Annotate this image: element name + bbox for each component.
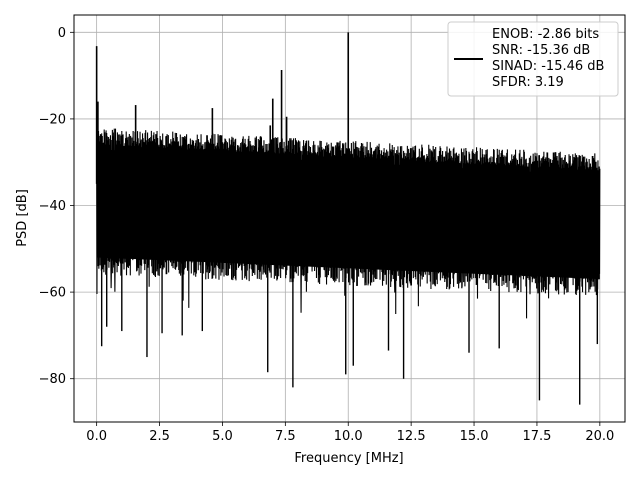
- x-axis-label: Frequency [MHz]: [294, 451, 403, 466]
- legend: ENOB: -2.86 bits SNR: -15.36 dB SINAD: -…: [447, 21, 619, 97]
- plot-area: [95, 32, 601, 405]
- legend-entry-snr: SNR: -15.36 dB: [492, 43, 590, 58]
- legend-entry-enob: ENOB: -2.86 bits: [492, 27, 599, 42]
- y-tick-label: −20: [39, 112, 66, 127]
- y-tick-label: −40: [39, 199, 66, 214]
- y-tick-label: −80: [39, 372, 66, 387]
- y-axis-ticks: 0 −20 −40 −60 −80: [39, 26, 74, 387]
- x-tick-label: 2.5: [149, 429, 170, 444]
- x-tick-label: 7.5: [275, 429, 296, 444]
- y-tick-label: 0: [58, 26, 66, 41]
- y-tick-label: −60: [39, 286, 66, 301]
- x-tick-label: 10.0: [334, 429, 363, 444]
- x-axis-ticks: 0.0 2.5 5.0 7.5 10.0 12.5 15.0 17.5 20.0: [86, 422, 614, 444]
- legend-box: [447, 21, 619, 97]
- legend-entry-sinad: SINAD: -15.46 dB: [492, 59, 604, 74]
- x-tick-label: 12.5: [397, 429, 426, 444]
- y-axis-label: PSD [dB]: [15, 189, 30, 247]
- axes-frame: [73, 14, 626, 423]
- legend-entry-sfdr: SFDR: 3.19: [492, 75, 564, 90]
- x-tick-label: 15.0: [460, 429, 489, 444]
- x-tick-label: 5.0: [212, 429, 233, 444]
- x-tick-label: 17.5: [522, 429, 551, 444]
- x-tick-label: 0.0: [86, 429, 107, 444]
- x-tick-label: 20.0: [585, 429, 614, 444]
- psd-noise-core: [96, 149, 600, 280]
